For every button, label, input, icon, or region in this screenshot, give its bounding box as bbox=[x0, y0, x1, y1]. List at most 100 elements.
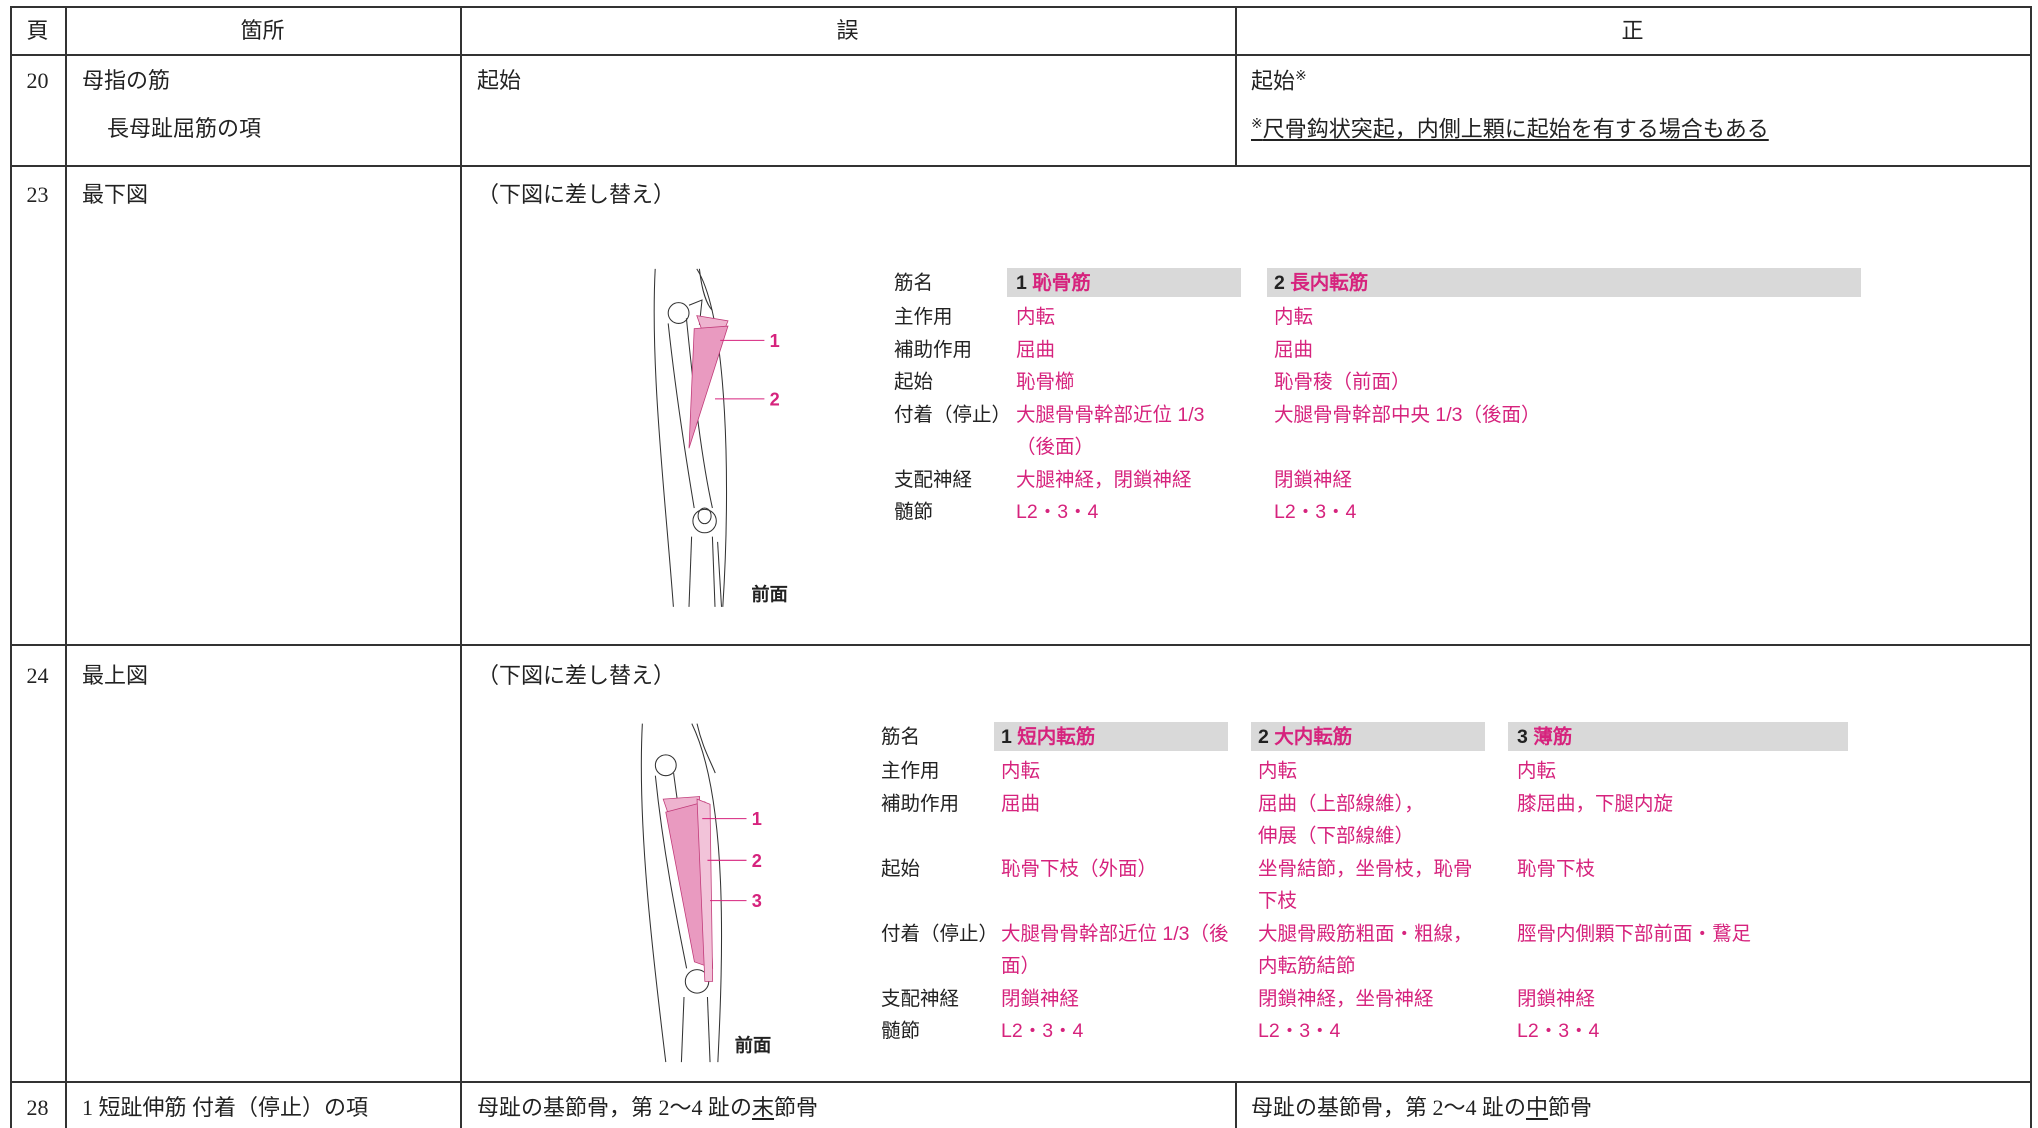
cell-text: 坐骨結節，坐骨枝，恥骨 bbox=[1258, 857, 1473, 880]
header: 誤 bbox=[836, 18, 859, 43]
row-label: 髄節 bbox=[894, 501, 934, 523]
rule bbox=[1235, 1081, 1237, 1128]
muscle-number: 3 bbox=[1517, 726, 1528, 748]
wrong-text: 母趾の基節骨，第 2〜4 趾の末節骨 bbox=[477, 1097, 818, 1119]
text: 起始 bbox=[1251, 68, 1296, 94]
correct-text: 起始※ bbox=[1251, 70, 1307, 92]
callout: 1 bbox=[770, 331, 780, 351]
cell-text: 屈曲 bbox=[1001, 792, 1041, 815]
note: ※尺骨鈎状突起，内側上顆に起始を有する場合もある bbox=[1251, 118, 1769, 140]
cell-text: 恥骨下枝 bbox=[1517, 857, 1596, 880]
muscle-number: 2 bbox=[1274, 272, 1285, 294]
row-label: 筋名 bbox=[894, 272, 934, 294]
rule bbox=[10, 644, 2032, 646]
cell-text: L2・3・4 bbox=[1001, 1020, 1084, 1042]
row-label: 主作用 bbox=[894, 306, 953, 328]
rule bbox=[10, 54, 2032, 56]
cell-text: 閉鎖神経 bbox=[1517, 987, 1596, 1010]
rule bbox=[10, 1081, 2032, 1083]
muscle-number: 1 bbox=[1001, 726, 1012, 748]
wrong-text: （下図に差し替え） bbox=[477, 663, 676, 688]
text: 母趾の基節骨，第 2〜4 趾の bbox=[477, 1095, 753, 1120]
muscle-name: 恥骨筋 bbox=[1032, 272, 1091, 294]
cell-text: L2・3・4 bbox=[1258, 1020, 1341, 1042]
row-label: 補助作用 bbox=[894, 338, 973, 361]
muscle-name: 短内転筋 bbox=[1017, 726, 1096, 748]
leg-illustration: 1 2 前面 bbox=[653, 268, 788, 607]
text: 母趾の基節骨，第 2〜4 趾の bbox=[1251, 1095, 1527, 1120]
rule bbox=[65, 6, 67, 1128]
location: 最上図 bbox=[82, 663, 149, 688]
callout: 2 bbox=[752, 851, 762, 871]
cell-text: 大腿骨殿筋粗面・粗線， bbox=[1258, 922, 1473, 945]
row-label: 支配神経 bbox=[894, 468, 973, 491]
text: 節骨 bbox=[774, 1095, 819, 1120]
muscle-number: 2 bbox=[1258, 726, 1269, 748]
cell-text: 恥骨下枝（外面） bbox=[1001, 857, 1158, 880]
cell-text: 大腿骨骨幹部近位 1/3 bbox=[1016, 403, 1205, 426]
cell-text: 面） bbox=[1001, 955, 1041, 977]
rule bbox=[10, 6, 12, 1128]
cell-text: 内転 bbox=[1517, 760, 1557, 782]
header-bg bbox=[1267, 268, 1861, 297]
cell-text: L2・3・4 bbox=[1016, 501, 1099, 523]
page-number: 24 bbox=[26, 663, 49, 688]
cell-text: 屈曲（上部線維）， bbox=[1258, 792, 1424, 815]
row-label: 主作用 bbox=[881, 760, 940, 782]
cell-text: 閉鎖神経 bbox=[1274, 468, 1353, 491]
callout: 2 bbox=[770, 389, 780, 409]
cell-text: 大腿骨骨幹部中央 1/3（後面） bbox=[1274, 403, 1541, 426]
location: 1 短趾伸筋 付着（停止）の項 bbox=[82, 1095, 369, 1120]
muscle-header: 1 恥骨筋 bbox=[1016, 272, 1091, 294]
page-number: 28 bbox=[26, 1095, 49, 1120]
leg-illustration: 1 2 3 前面 bbox=[640, 723, 771, 1063]
header-bg bbox=[1007, 268, 1241, 297]
cell-text: 屈曲 bbox=[1274, 338, 1314, 361]
rule bbox=[10, 6, 2032, 8]
cell-text: 大腿神経，閉鎖神経 bbox=[1016, 468, 1192, 491]
location: 長母趾屈筋の項 bbox=[107, 116, 262, 141]
view-label: 前面 bbox=[735, 1035, 771, 1056]
underlined-text: 末 bbox=[752, 1095, 775, 1120]
correct-text: 母趾の基節骨，第 2〜4 趾の中節骨 bbox=[1251, 1097, 1592, 1119]
cell-text: L2・3・4 bbox=[1274, 501, 1357, 523]
cell-text: L2・3・4 bbox=[1517, 1020, 1600, 1042]
cell-text: （後面） bbox=[1016, 436, 1095, 458]
page-number: 20 bbox=[26, 68, 49, 93]
wrong-text: 起始 bbox=[477, 68, 522, 93]
muscle-name: 大内転筋 bbox=[1274, 726, 1353, 748]
location: 最下図 bbox=[82, 182, 149, 207]
callout: 1 bbox=[752, 809, 762, 829]
wrong-text: （下図に差し替え） bbox=[477, 182, 676, 207]
cell-text: 膝屈曲，下腿内旋 bbox=[1517, 792, 1674, 815]
note-mark: ※ bbox=[1251, 117, 1263, 132]
header-bg bbox=[1251, 722, 1485, 751]
cell-text: 大腿骨骨幹部近位 1/3（後 bbox=[1001, 922, 1229, 945]
muscle-header: 1 短内転筋 bbox=[1001, 726, 1096, 748]
cell-text: 内転 bbox=[1016, 306, 1056, 328]
row-label: 付着（停止） bbox=[881, 922, 999, 945]
rule bbox=[1235, 6, 1237, 166]
row-label: 起始 bbox=[894, 371, 934, 393]
cell-text: 内転 bbox=[1001, 760, 1041, 782]
underlined-text: 中 bbox=[1526, 1095, 1549, 1120]
cell-text: 恥骨櫛 bbox=[1016, 371, 1075, 393]
callout: 3 bbox=[752, 891, 762, 911]
view-label: 前面 bbox=[751, 583, 787, 604]
row-label: 補助作用 bbox=[881, 792, 960, 815]
cell-text: 下枝 bbox=[1258, 890, 1298, 912]
cell-text: 脛骨内側顆下部前面・鵞足 bbox=[1517, 922, 1752, 945]
header: 箇所 bbox=[240, 18, 285, 43]
text: 節骨 bbox=[1548, 1095, 1593, 1120]
rule bbox=[10, 165, 2032, 167]
cell-text: 恥骨稜（前面） bbox=[1274, 371, 1411, 393]
row-label: 支配神経 bbox=[881, 987, 960, 1010]
row-label: 髄節 bbox=[881, 1020, 921, 1042]
header: 正 bbox=[1621, 18, 1644, 43]
muscle-header: 2 大内転筋 bbox=[1258, 726, 1353, 748]
cell-text: 内転 bbox=[1258, 760, 1298, 782]
location: 母指の筋 bbox=[82, 68, 171, 93]
muscle-number: 1 bbox=[1016, 272, 1027, 294]
cell-text: 閉鎖神経 bbox=[1001, 987, 1080, 1010]
